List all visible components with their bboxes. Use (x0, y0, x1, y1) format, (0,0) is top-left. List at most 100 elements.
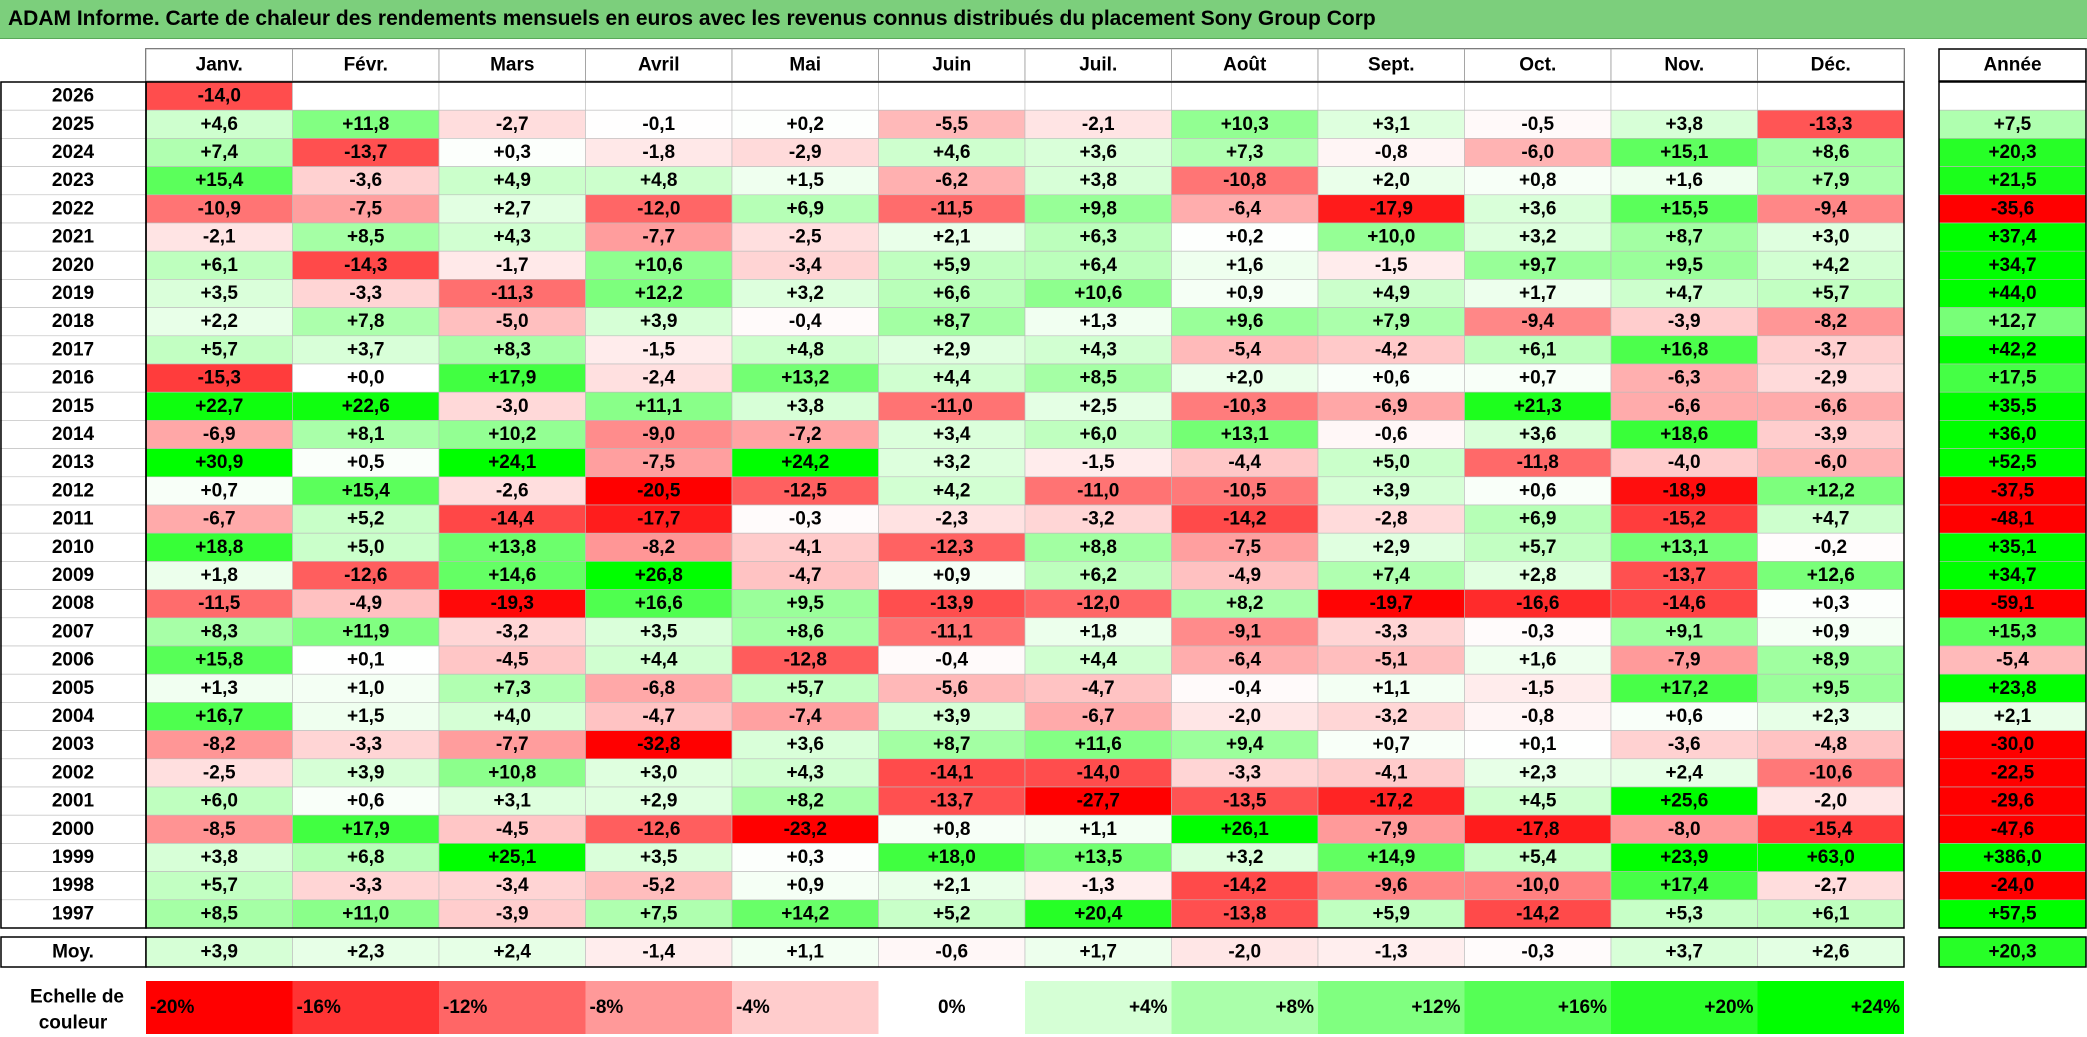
heat-cell-value: +14,9 (1367, 847, 1415, 868)
heat-cell-value: -7,5 (1228, 537, 1261, 558)
heat-cell (438, 420, 586, 449)
header-cell (1464, 48, 1612, 82)
annual-value: -24,0 (1991, 875, 2034, 896)
annual-cell (1938, 561, 2087, 590)
heat-cell-value: -8,0 (1668, 819, 1701, 840)
heat-cell (1757, 222, 1905, 252)
heat-cell (1757, 645, 1905, 675)
year-cell (0, 420, 147, 449)
year-label: 2006 (52, 650, 94, 671)
heat-cell (145, 138, 293, 167)
annual-value: +17,5 (1988, 368, 2037, 389)
scale-step-label: +16% (1558, 997, 1607, 1018)
heat-cell (585, 758, 733, 788)
heat-cell (1024, 476, 1172, 506)
heat-cell-value: -3,6 (349, 170, 382, 191)
heat-cell-value: -32,8 (637, 734, 680, 755)
heat-cell-value: +5,0 (347, 537, 385, 558)
heat-cell-value: +23,9 (1660, 847, 1708, 868)
heat-cell (1757, 476, 1905, 506)
heat-cell-value: +24,1 (488, 452, 537, 473)
year-label: 2015 (52, 396, 95, 417)
heat-cell-value: -0,4 (789, 311, 822, 332)
heat-cell (1610, 645, 1758, 675)
heat-cell-value: +1,8 (1079, 621, 1117, 642)
column-header-3: Avril (638, 55, 680, 76)
heat-cell-value: +6,1 (200, 255, 238, 276)
heat-cell-value: +6,2 (1079, 565, 1117, 586)
scale-swatch (732, 981, 879, 1034)
heat-cell-value: -9,4 (1521, 311, 1554, 332)
heat-cell (1317, 758, 1465, 788)
heat-cell (1464, 814, 1612, 844)
heat-cell-value: +6,1 (1812, 903, 1850, 924)
average-value: -0,6 (935, 942, 968, 963)
year-label: 2019 (52, 283, 94, 304)
heat-cell-value: -11,5 (931, 198, 974, 219)
heat-cell-value: +8,2 (1226, 593, 1264, 614)
heat-cell (292, 279, 440, 308)
heat-cell (1610, 758, 1758, 788)
heat-cell-value: +6,3 (1079, 227, 1117, 248)
heat-cell-value: -17,2 (1370, 791, 1413, 812)
heat-cell-value: -7,5 (349, 198, 382, 219)
year-label: 2013 (52, 452, 94, 473)
heat-cell (292, 194, 440, 224)
heat-cell-value: +4,4 (1079, 650, 1117, 671)
heat-cell-value: -2,5 (789, 227, 822, 248)
average-cell (1464, 936, 1612, 968)
heat-cell (1757, 504, 1905, 534)
heat-cell (145, 109, 293, 139)
heat-cell-value: +15,1 (1660, 142, 1709, 163)
heat-cell (292, 307, 440, 337)
heat-cell-value: +12,2 (635, 283, 683, 304)
heat-cell (878, 81, 1026, 111)
heat-cell-value: +6,0 (200, 791, 238, 812)
heat-cell-value: +0,2 (1226, 227, 1264, 248)
annual-value: +37,4 (1988, 227, 2037, 248)
heat-cell (1171, 589, 1319, 619)
heat-cell-value: +5,7 (200, 339, 238, 360)
heat-cell-value: -6,8 (642, 678, 675, 699)
heat-cell (1464, 391, 1612, 421)
year-label: 2011 (52, 509, 94, 530)
scale-swatch (1025, 981, 1172, 1034)
annual-value: +7,5 (1994, 114, 2032, 135)
year-cell (0, 843, 147, 872)
heat-cell-value: +8,5 (200, 903, 238, 924)
heat-cell (1024, 81, 1172, 111)
heat-cell (1757, 702, 1905, 731)
annual-value: +35,5 (1988, 396, 2037, 417)
heat-cell-value: -14,0 (198, 86, 241, 107)
heat-cell (1024, 194, 1172, 224)
heat-cell-value: +5,2 (933, 903, 971, 924)
heat-cell-value: +1,5 (786, 170, 824, 191)
heat-cell (438, 504, 586, 534)
heat-cell-value: -14,1 (930, 762, 974, 783)
annual-value: +44,0 (1988, 283, 2036, 304)
average-label-cell (0, 936, 147, 968)
heat-cell-value: -6,0 (1814, 452, 1847, 473)
heat-cell (585, 589, 733, 619)
annual-value: -47,6 (1991, 819, 2034, 840)
heat-cell (1171, 786, 1319, 816)
heat-cell (1610, 194, 1758, 224)
scale-label-line1: Echelle de (30, 987, 124, 1008)
heat-cell-value: -4,9 (1228, 565, 1261, 586)
heat-cell-value: -3,4 (789, 255, 822, 276)
year-cell (0, 222, 147, 252)
heat-cell (1757, 814, 1905, 844)
heat-cell-value: -14,3 (344, 255, 387, 276)
heat-cell-value: +0,9 (933, 565, 971, 586)
heat-cell (878, 871, 1026, 901)
heat-cell-value: -1,7 (496, 255, 529, 276)
annual-value: +12,7 (1988, 311, 2036, 332)
heat-cell (731, 673, 879, 703)
heat-cell-value: +4,3 (1079, 339, 1117, 360)
heat-cell-value: -11,3 (491, 283, 533, 304)
annual-value: +42,2 (1988, 339, 2036, 360)
header-cell (438, 48, 586, 82)
heat-cell (1757, 279, 1905, 308)
header-cell (1757, 48, 1905, 82)
heat-cell-value: +3,2 (786, 283, 824, 304)
